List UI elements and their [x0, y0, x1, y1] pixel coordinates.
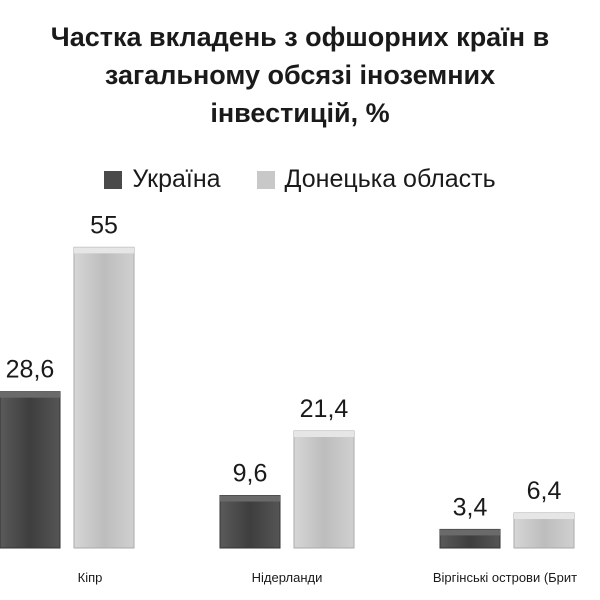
legend-item-ukraine: Україна	[104, 165, 221, 194]
value-label-0-0: 28,6	[6, 356, 55, 384]
chart-title: Частка вкладень з офшорних країн в загал…	[50, 22, 550, 128]
legend-label-donetsk: Донецька область	[284, 165, 496, 193]
bar-ukraine-1	[219, 495, 281, 549]
legend-swatch-ukraine	[104, 170, 123, 189]
legend-item-donetsk: Донецька область	[256, 165, 496, 194]
category-label-1: Нідерланди	[252, 570, 323, 585]
bar-top-0-1	[220, 495, 280, 502]
value-label-0-2: 3,4	[453, 493, 488, 521]
bar-ukraine-0	[0, 391, 61, 549]
bar-top-1-0	[74, 247, 134, 254]
value-label-1-2: 6,4	[527, 477, 562, 505]
legend: Україна Донецька область	[0, 165, 600, 194]
category-label-2: Віргінські острови (Брит	[433, 570, 577, 585]
bar-donetsk-1	[293, 430, 355, 549]
value-label-1-0: 55	[90, 211, 118, 239]
value-label-0-1: 9,6	[233, 460, 268, 488]
bar-top-1-1	[294, 431, 354, 438]
bar-top-0-0	[0, 391, 60, 398]
bar-top-1-2	[514, 513, 574, 520]
category-label-0: Кіпр	[78, 570, 103, 585]
legend-label-ukraine: Україна	[132, 165, 221, 193]
value-label-1-1: 21,4	[300, 395, 349, 423]
bar-donetsk-0	[73, 246, 135, 549]
bar-top-0-2	[440, 529, 500, 536]
legend-swatch-donetsk	[256, 170, 275, 189]
